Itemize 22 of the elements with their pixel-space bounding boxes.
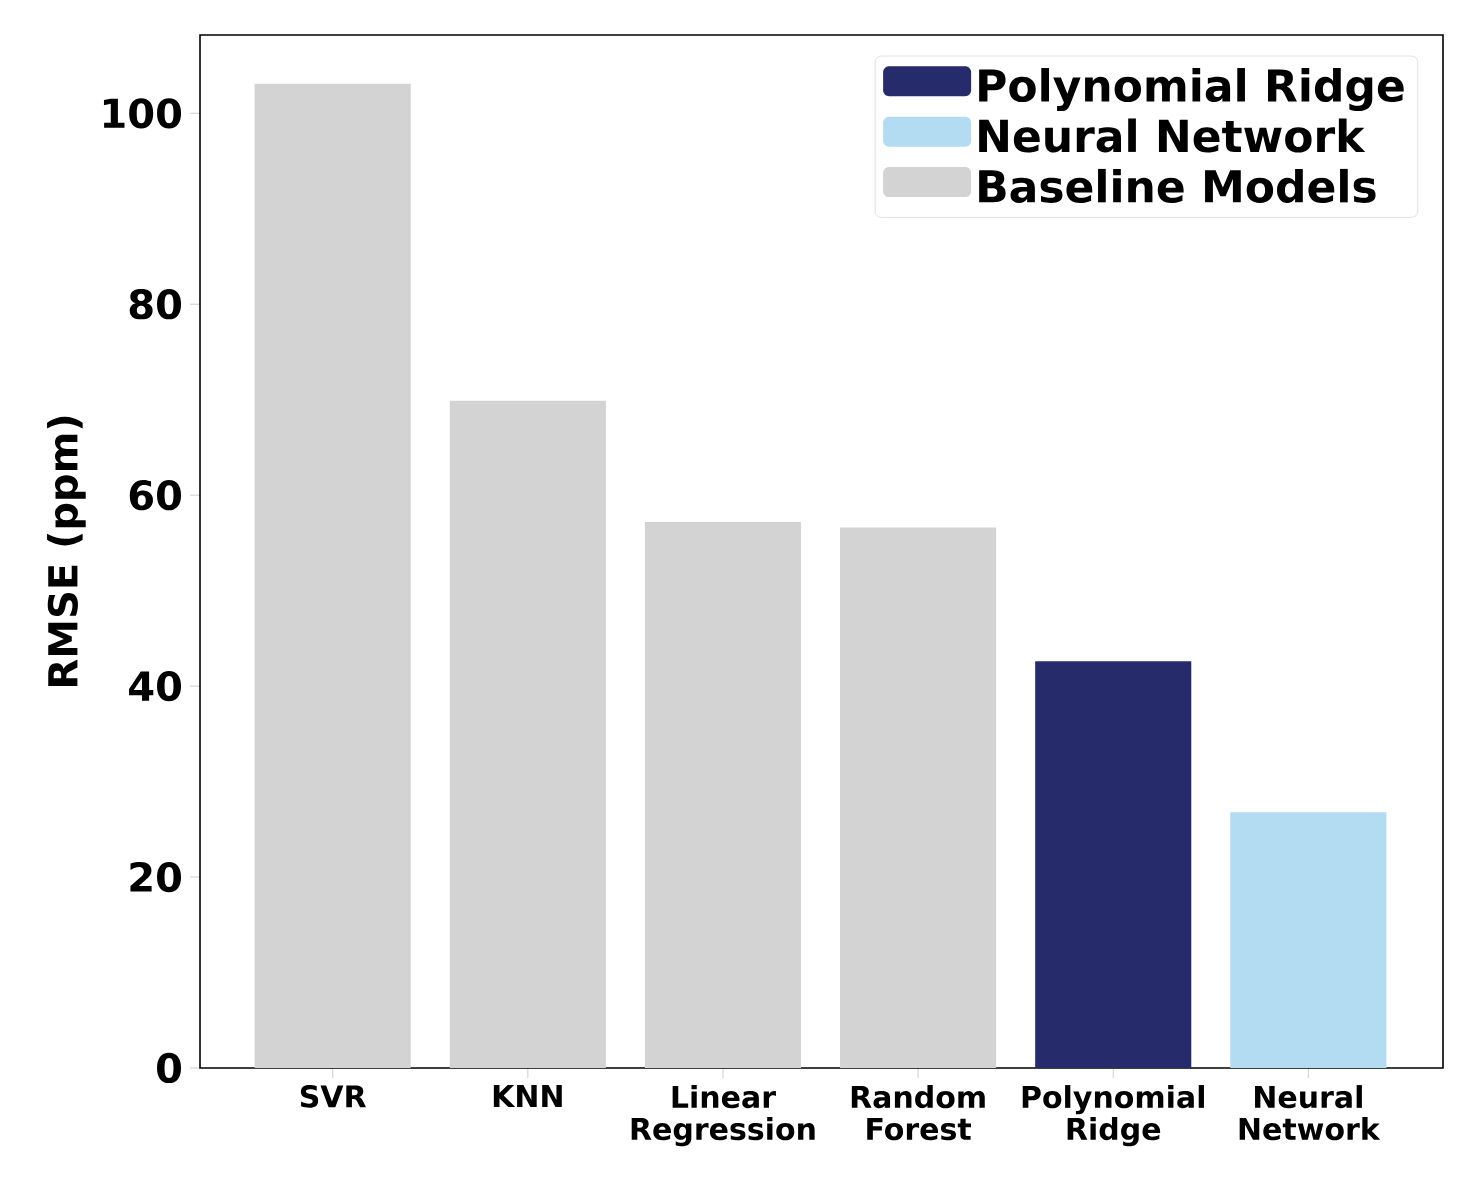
y-tick-label: 80 [129,289,182,320]
y-axis-title: RMSE (ppm) [47,416,86,686]
y-tick-label: 60 [129,480,182,511]
bar [1035,661,1192,1068]
bar [1230,812,1387,1068]
y-tick-label: 20 [130,861,182,893]
x-tick-label: Neural Network [1239,1085,1381,1141]
x-tick-label: Linear Regression [631,1085,815,1147]
bar [254,83,411,1068]
y-tick-label: 100 [103,98,182,129]
y-tick-label: 0 [157,1052,182,1084]
legend-label: Baseline Models [979,168,1376,203]
bar [449,400,606,1068]
x-tick-label: Random Forest [851,1085,985,1141]
x-tick-label: KNN [493,1085,562,1107]
bar [840,527,997,1068]
legend-label: Neural Network [979,118,1366,153]
y-tick-label: 40 [129,670,182,702]
legend-label: Polynomial Ridge [979,68,1404,111]
x-tick-label: SVR [300,1085,367,1108]
x-tick-label: Polynomial Ridge [1022,1085,1204,1147]
bar [644,521,802,1068]
